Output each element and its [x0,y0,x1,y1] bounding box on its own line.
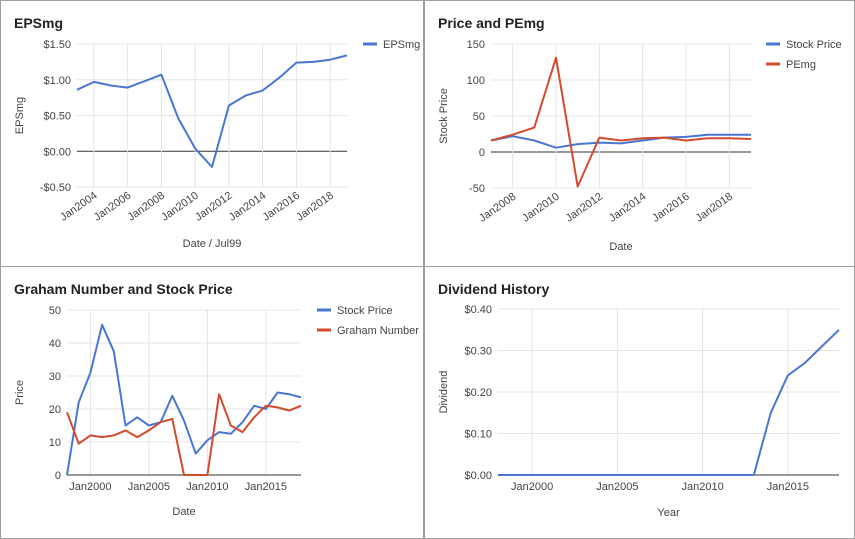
y-axis-title: Price [14,380,26,405]
y-tick-label: $0.10 [464,429,492,441]
graham-chart: 0 10 20 30 40 50 Jan2000 Jan2005 Jan2010 Jan2015 D… [14,305,419,518]
y-tick-label: $0.00 [464,470,492,482]
legend-label: Graham Number [337,325,419,337]
chart-title: Dividend History [438,281,550,297]
y-tick-label: 30 [49,371,61,383]
y-tick-label: $0.30 [464,346,492,358]
x-tick-label: Jan2010 [186,481,228,493]
y-tick-label: 150 [467,39,485,51]
dividend-chart-panel: Dividend History $0.00 $0.10 $0.20 $0.30 $0.… [424,266,855,539]
y-axis-title: Dividend [438,371,450,414]
y-tick-label: 40 [49,338,61,350]
y-tick-label: 10 [49,437,61,449]
x-tick-label: Jan2018 [694,191,735,225]
x-tick-label: Jan2014 [227,190,268,224]
x-tick-label: Jan2010 [520,191,561,225]
x-tick-label: Jan2000 [511,481,553,493]
graham-chart-panel: Graham Number and Stock Price 0 10 20 30 40 5… [0,266,424,539]
legend-label: Stock Price [337,305,393,317]
y-tick-label: 20 [49,404,61,416]
eps-chart: -$0.50 $0.00 $0.50 $1.00 $1.50 Jan2004Jan2006… [14,39,420,250]
y-tick-label: 0 [479,147,485,159]
x-tick-label: Jan2015 [767,481,809,493]
x-tick-label: Jan2004 [58,190,99,224]
chart-title: Price and PEmg [438,15,545,31]
x-tick-label: Jan2014 [607,191,648,225]
dividend-chart: $0.00 $0.10 $0.20 $0.30 $0.40 Jan2000 Jan2005 J… [438,304,840,519]
x-tick-label: Jan2016 [261,190,302,224]
y-tick-label: -50 [469,183,485,195]
series-line-0 [498,329,840,476]
legend-label: EPSmg [383,39,420,51]
x-tick-label: Jan2018 [294,190,335,224]
x-tick-label: Jan2010 [159,190,200,224]
y-tick-label: 0 [55,470,61,482]
x-tick-label: Jan2005 [596,481,638,493]
y-axis-title: Stock Price [438,88,450,144]
y-tick-label: $0.40 [464,304,492,316]
y-tick-label: 100 [467,75,485,87]
x-axis-title: Date [172,506,195,518]
x-axis-title: Date / Jul99 [183,238,242,250]
y-tick-label: $1.50 [43,39,71,51]
x-tick-label: Jan2000 [69,481,111,493]
x-tick-label: Jan2006 [92,190,133,224]
x-tick-label: Jan2008 [477,191,518,225]
legend-label: Stock Price [786,39,842,51]
x-axis-title: Date [609,241,632,253]
x-tick-label: Jan2016 [650,191,691,225]
y-tick-label: $0.20 [464,387,492,399]
x-tick-label: Jan2012 [564,191,605,225]
eps-chart-panel: EPSmg -$0.50 $0.00 $0.50 $1.00 $1.50 Jan2004 J… [0,0,424,268]
chart-title: EPSmg [14,15,64,31]
series-line-0 [76,54,348,168]
y-tick-label: 50 [49,305,61,317]
y-tick-label: $1.00 [43,75,71,87]
price-pe-chart: -50 0 50 100 150 Jan2008 Jan2010 Jan2012 Jan2014… [438,39,842,253]
y-tick-label: $0.00 [43,146,71,158]
x-tick-label: Jan2010 [681,481,723,493]
x-axis-title: Year [657,507,680,519]
series-line-0 [490,133,751,149]
x-tick-label: Jan2005 [128,481,170,493]
series-line-1 [66,393,302,476]
x-tick-label: Jan2008 [126,190,167,224]
series-line-0 [66,323,302,476]
series-line-1 [490,56,752,188]
legend-label: PEmg [786,59,816,71]
y-tick-label: -$0.50 [40,182,71,194]
y-tick-label: 50 [473,111,485,123]
x-tick-label: Jan2012 [193,190,234,224]
x-tick-label: Jan2015 [245,481,287,493]
chart-title: Graham Number and Stock Price [14,281,233,297]
price-pe-chart-panel: Price and PEmg -50 0 50 100 150 Jan2008 Jan201… [424,0,855,268]
y-axis-title: EPSmg [14,97,26,134]
y-tick-label: $0.50 [43,111,71,123]
